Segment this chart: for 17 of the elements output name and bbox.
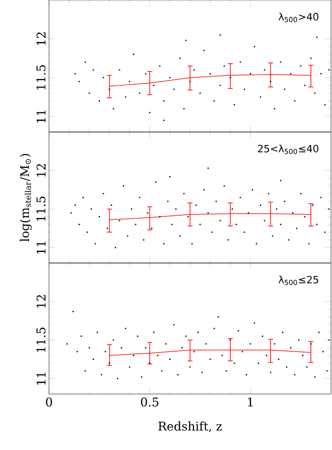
y-tick-label: 11 — [36, 110, 46, 123]
y-tick-label: 11.5 — [36, 328, 46, 352]
y-tick-label: 12 — [36, 164, 46, 177]
y-axis-title: log(m$_{stellar}$/M$_{⊙}$) — [20, 154, 32, 242]
y-tick-label: 11 — [36, 242, 46, 254]
annotation: λ$_{500}$≤25 — [278, 276, 318, 286]
annotation: λ$_{500}$>40 — [278, 12, 318, 22]
x-tick-label: 0.5 — [140, 398, 158, 407]
y-tick-label: 12 — [36, 295, 46, 308]
annotation: 25<λ$_{500}$≤40 — [258, 144, 318, 154]
x-tick-label: 0 — [46, 398, 52, 407]
y-tick-label: 11 — [36, 372, 46, 385]
y-tick-label: 12 — [36, 32, 46, 45]
y-tick-label: 11.5 — [36, 196, 46, 221]
y-tick-label: 11.5 — [36, 65, 46, 90]
x-axis-title: Redshift, z — [158, 421, 222, 432]
x-tick-label: 1 — [248, 398, 253, 406]
